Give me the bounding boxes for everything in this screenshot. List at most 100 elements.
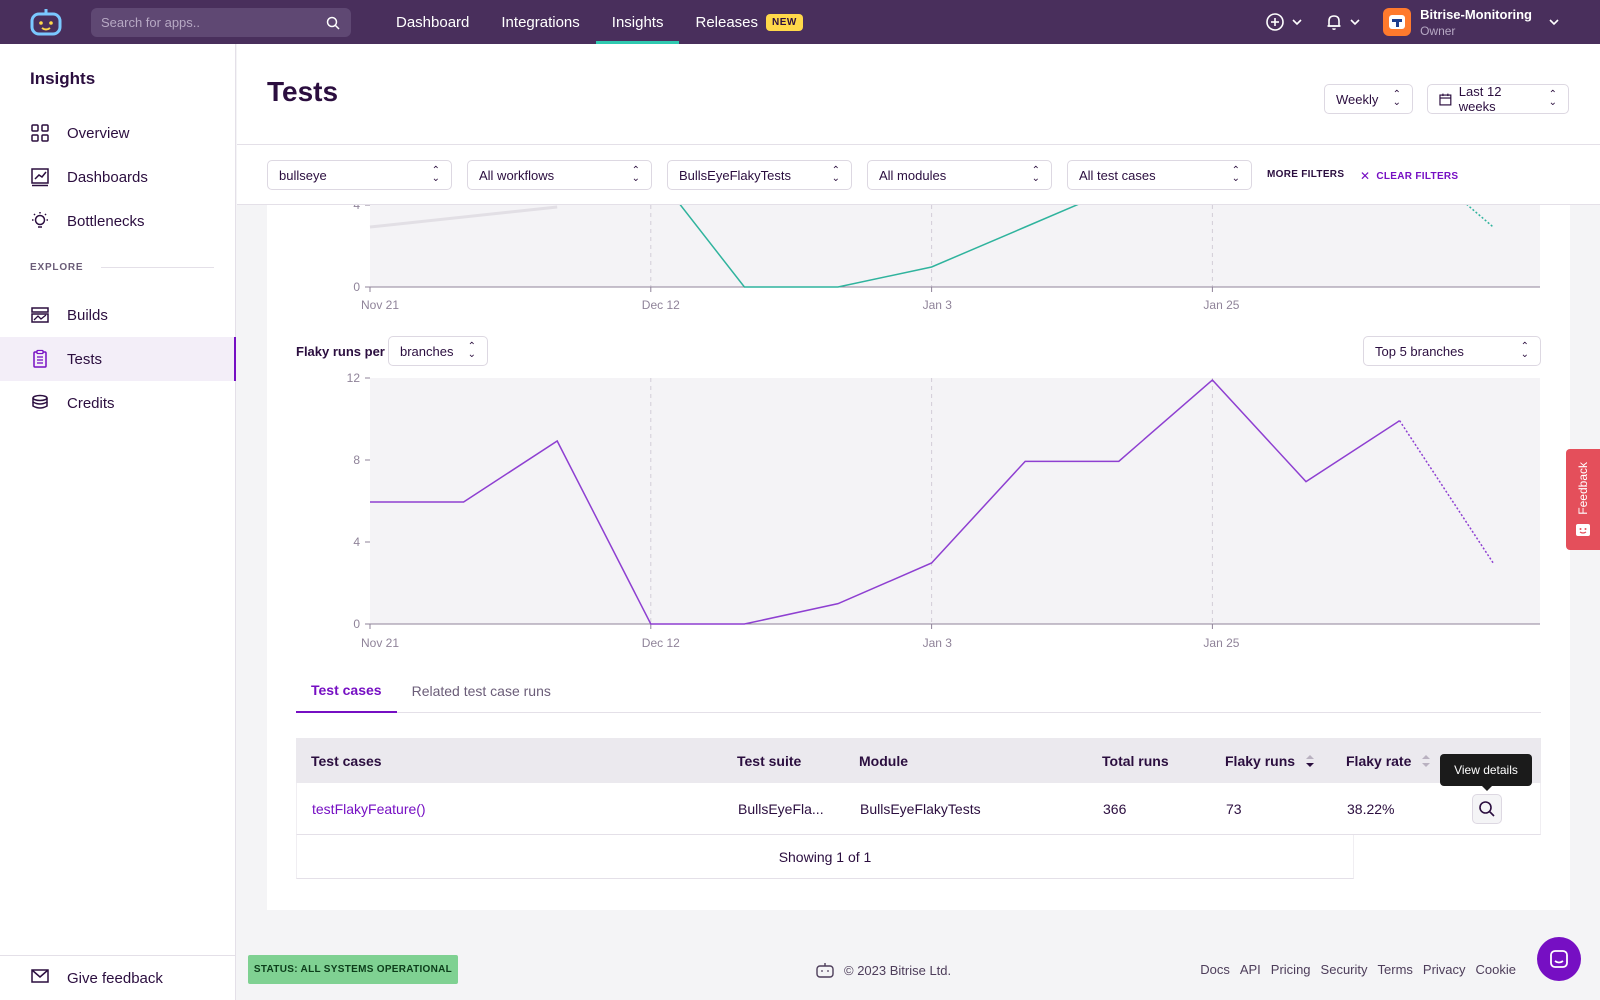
app-filter-value: bullseye [279,167,327,183]
status-badge[interactable]: STATUS: ALL SYSTEMS OPERATIONAL [248,955,458,984]
explore-section-header: EXPLORE [30,262,215,273]
sidebar-item-credits[interactable]: Credits [0,381,236,425]
nav-releases-label: Releases [695,13,759,31]
group-by-select[interactable]: branches ⌃ ⌄ [388,336,488,366]
chart-test-runs: 0 4 Nov 21 Dec 12 Jan 3 Jan 25 [353,205,1540,312]
y-tick-label: 0 [353,617,360,631]
results-tabs: Test cases Related test case runs [296,669,1541,713]
sidebar-item-dashboards[interactable]: Dashboards [0,155,236,199]
builds-icon [30,305,50,325]
top-branches-select[interactable]: Top 5 branches ⌃ ⌄ [1363,336,1541,366]
sidebar-item-overview[interactable]: Overview [0,111,236,155]
x-tick-label: Jan 3 [923,298,953,312]
search-icon[interactable] [325,15,341,31]
bitrise-logo-icon[interactable] [28,8,64,36]
sort-icon [1422,754,1431,767]
sidebar-title: Insights [30,69,96,88]
sidebar-item-label: Bottlenecks [67,212,145,230]
test-case-filter-select[interactable]: All test cases ⌃ ⌄ [1067,160,1252,190]
test-case-link[interactable]: testFlakyFeature() [312,800,426,817]
footer-link-api[interactable]: API [1239,962,1261,977]
col-module[interactable]: Module [859,752,908,769]
sort-chevrons-icon: ⌃ ⌄ [1392,89,1401,108]
nav-dashboard[interactable]: Dashboard [380,0,485,44]
app-search [91,8,351,37]
footer-link-terms[interactable]: Terms [1377,962,1413,977]
page-header: Tests Weekly ⌃ ⌄ Last 12 weeks ⌃ ⌄ [237,44,1600,145]
more-filters-button[interactable]: MORE FILTERS [1267,169,1345,180]
col-test-suite[interactable]: Test suite [737,752,802,769]
feedback-tab-label: Feedback [1576,462,1590,515]
col-flaky-rate[interactable]: Flaky rate [1346,753,1431,769]
notifications-button[interactable] [1325,13,1361,31]
clear-filters-label: CLEAR FILTERS [1376,170,1459,182]
chevron-down-icon [1549,19,1559,26]
explore-label: EXPLORE [30,262,84,273]
footer-link-pricing[interactable]: Pricing [1270,962,1311,977]
col-flaky-runs-label: Flaky runs [1225,752,1296,769]
sort-desc-icon [1306,754,1315,767]
flaky-rate-cell: 38.22% [1347,800,1395,817]
view-details-button[interactable] [1472,794,1502,824]
grid-icon [30,123,50,143]
flaky-runs-cell: 73 [1226,800,1242,817]
module-filter-select[interactable]: All modules ⌃ ⌄ [867,160,1052,190]
workspace-avatar [1383,8,1412,36]
workspace-name: Bitrise-Monitoring [1420,6,1532,22]
nav-integrations[interactable]: Integrations [485,0,595,44]
test-case-filter-value: All test cases [1079,167,1156,183]
sidebar-item-label: Tests [67,350,103,368]
sidebar-item-bottlenecks[interactable]: Bottlenecks [0,199,236,243]
y-tick-label: 12 [347,371,361,385]
feedback-side-tab[interactable]: Feedback [1566,449,1600,550]
col-test-cases[interactable]: Test cases [311,752,382,769]
give-feedback-label: Give feedback [67,969,163,987]
sort-chevrons-icon: ⌃ ⌄ [467,341,476,360]
new-badge: NEW [766,13,803,31]
footer-links: Docs API Pricing Security Terms Privacy … [1200,962,1516,977]
y-tick-label: 4 [353,535,360,549]
tab-related-test-case-runs[interactable]: Related test case runs [411,683,551,699]
bitrise-small-logo-icon [816,963,834,978]
workspace-switcher[interactable]: Bitrise-Monitoring Owner [1383,7,1560,38]
interval-value: Weekly [1336,91,1379,107]
suite-filter-select[interactable]: BullsEyeFlakyTests ⌃ ⌄ [667,160,852,190]
give-feedback-button[interactable]: Give feedback [0,955,236,1000]
magnifier-icon [1479,801,1495,817]
tab-test-cases[interactable]: Test cases [296,669,397,713]
tests-card: 0 4 Nov 21 Dec 12 Jan 3 Jan 25 0 4 8 12 Nov 21 D… [267,205,1570,910]
app-filter-select[interactable]: bullseye ⌃ ⌄ [267,160,452,190]
interval-select[interactable]: Weekly ⌃ ⌄ [1324,84,1413,114]
search-input[interactable] [101,15,325,30]
chevron-down-icon [1350,19,1360,26]
workspace-role: Owner [1420,23,1456,38]
chat-support-button[interactable] [1537,937,1581,981]
main-nav: Dashboard Integrations Insights Releases… [380,0,819,44]
date-range-select[interactable]: Last 12 weeks ⌃ ⌄ [1427,84,1569,114]
clear-filters-button[interactable]: ✕ CLEAR FILTERS [1360,169,1458,183]
nav-releases[interactable]: Releases NEW [679,0,818,44]
col-flaky-runs[interactable]: Flaky runs [1225,753,1315,769]
test-suite-cell: BullsEyeFla... [738,800,824,817]
clipboard-icon [30,349,50,369]
footer-link-privacy[interactable]: Privacy [1422,962,1466,977]
footer-link-cookie[interactable]: Cookie [1475,962,1516,977]
sidebar-item-builds[interactable]: Builds [0,293,236,337]
sort-chevrons-icon: ⌃ ⌄ [1520,341,1529,360]
footer-link-docs[interactable]: Docs [1200,962,1230,977]
workflow-filter-select[interactable]: All workflows ⌃ ⌄ [467,160,652,190]
footer-link-security[interactable]: Security [1320,962,1368,977]
x-tick-label: Nov 21 [361,636,399,650]
module-filter-value: All modules [879,167,947,183]
y-tick-label: 0 [353,280,360,294]
sort-chevrons-icon: ⌃ ⌄ [631,165,640,184]
test-cases-table: Test cases Test suite Module Total runs … [296,738,1541,879]
page-title: Tests [267,76,339,107]
nav-insights[interactable]: Insights [595,0,680,44]
top-navigation: Dashboard Integrations Insights Releases… [0,0,1600,44]
x-tick-label: Dec 12 [642,298,680,312]
create-menu-button[interactable] [1265,12,1303,32]
sidebar-item-tests[interactable]: Tests [0,337,236,381]
col-flaky-rate-label: Flaky rate [1346,752,1412,769]
col-total-runs[interactable]: Total runs [1102,752,1169,769]
